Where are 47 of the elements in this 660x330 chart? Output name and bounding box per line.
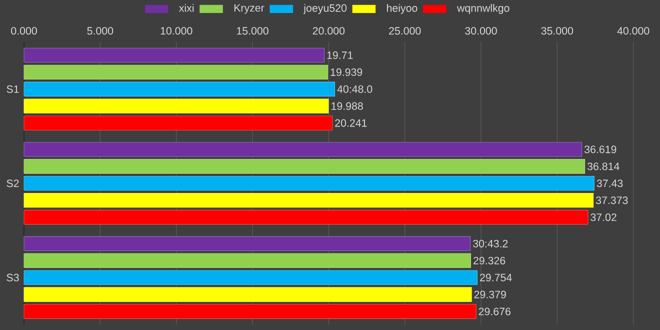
- x-tick-label: 5.000: [87, 27, 114, 35]
- bar: [24, 116, 333, 130]
- y-tick-label: S3: [6, 274, 19, 282]
- bar: [24, 270, 478, 285]
- data-label: 20.241: [335, 119, 367, 127]
- data-label: 36.619: [584, 146, 616, 154]
- x-tick-label: 40.000: [617, 27, 650, 35]
- x-tick-label: 10.000: [160, 27, 192, 35]
- bar: [24, 192, 594, 208]
- bar: [24, 64, 328, 80]
- data-label: 37.02: [590, 213, 616, 222]
- bar: [24, 82, 336, 96]
- bar: [24, 236, 471, 251]
- y-tick-label: S1: [6, 85, 19, 93]
- legend-label: joeyu520: [303, 4, 347, 14]
- x-tick-label: 30.000: [465, 27, 497, 35]
- x-tick-label: 25.000: [389, 27, 421, 35]
- x-tick-label: 0.000: [11, 27, 37, 35]
- data-label: 29.379: [474, 290, 506, 298]
- data-label: 37.43: [596, 180, 623, 188]
- data-label: 40:48.0: [337, 85, 372, 93]
- bar: [24, 142, 582, 157]
- data-label: 29.676: [478, 308, 510, 316]
- data-label: 29.326: [474, 256, 506, 264]
- bar: [24, 159, 586, 174]
- data-label: 19.939: [330, 68, 362, 76]
- bar: [24, 253, 471, 268]
- x-tick-label: 35.000: [541, 27, 574, 35]
- bar: [24, 287, 472, 302]
- y-tick-label: S2: [6, 180, 19, 188]
- data-label: 19.988: [332, 102, 363, 110]
- x-tick-label: 20.000: [312, 27, 345, 35]
- legend-label: heiyoo: [387, 4, 418, 14]
- bar: [24, 48, 325, 63]
- data-label: 36.814: [587, 162, 620, 170]
- data-label: 37.373: [596, 196, 628, 204]
- legend-label: xixi: [178, 4, 194, 12]
- legend-label: wqnnwlkgo: [456, 4, 510, 14]
- bar: [24, 210, 588, 225]
- data-label: 29.754: [480, 274, 512, 282]
- data-label: 30:43.2: [473, 240, 508, 248]
- data-label: 19.71: [327, 51, 353, 59]
- bar: [24, 176, 594, 191]
- x-tick-label: 15.000: [237, 27, 268, 35]
- legend-label: Kryzer: [234, 4, 264, 14]
- bar: [24, 98, 329, 114]
- bar: [24, 304, 476, 319]
